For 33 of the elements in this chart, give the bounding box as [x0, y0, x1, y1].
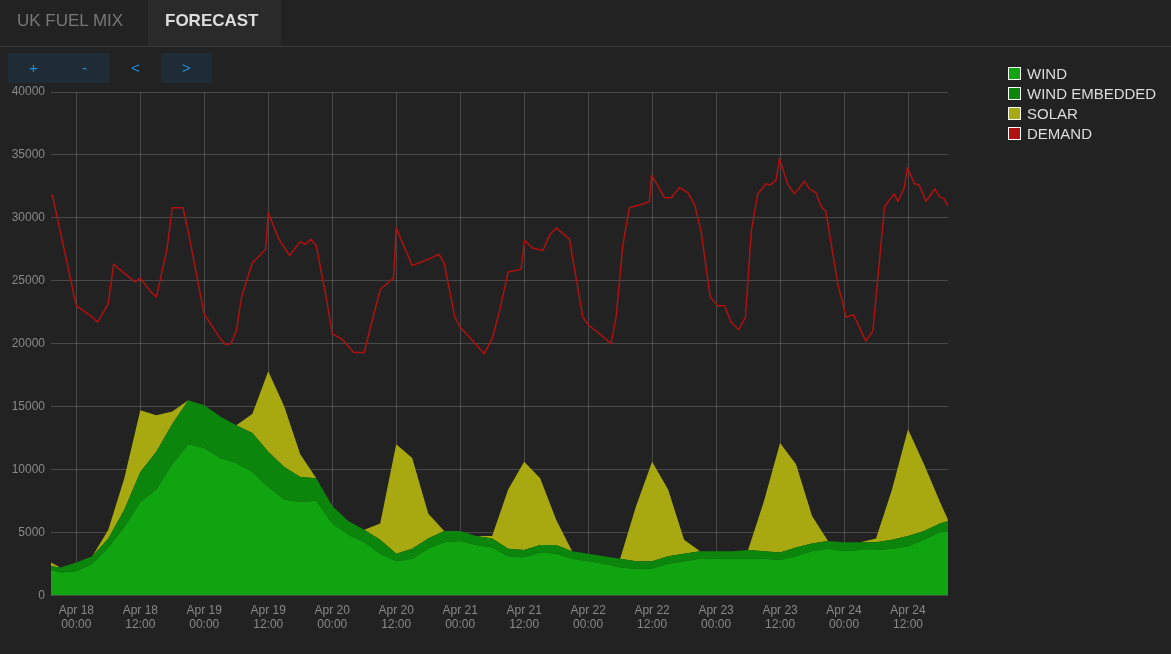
legend-label: WIND — [1027, 64, 1067, 82]
y-tick-label: 40000 — [11, 84, 46, 99]
legend-label: DEMAND — [1027, 124, 1093, 142]
x-tick-label: Apr 18 12:00 — [122, 602, 159, 632]
x-tick-label: Apr 21 00:00 — [442, 602, 479, 632]
y-tick-label: 5000 — [18, 524, 46, 539]
y-tick-label: 30000 — [11, 210, 46, 225]
x-tick-label: Apr 23 12:00 — [762, 602, 799, 632]
legend-label: WIND EMBEDDED — [1027, 84, 1157, 102]
x-tick-label: Apr 18 00:00 — [58, 602, 95, 632]
text: + — [8, 53, 59, 83]
y-tick-label: 35000 — [11, 147, 46, 162]
text: UK FUEL MIX — [16, 10, 125, 32]
y-tick-label: 25000 — [11, 273, 46, 288]
text: < — [130, 58, 141, 78]
x-tick-label: Apr 20 00:00 — [314, 602, 351, 632]
x-tick-label: Apr 19 00:00 — [186, 602, 223, 632]
y-tick-label: 15000 — [11, 398, 46, 413]
x-tick-label: Apr 22 00:00 — [570, 602, 607, 632]
x-tick-label: Apr 23 00:00 — [698, 602, 735, 632]
x-tick-label: Apr 20 12:00 — [378, 602, 415, 632]
legend-label: SOLAR — [1027, 104, 1078, 122]
y-tick-label: 0 — [38, 587, 46, 602]
x-tick-label: Apr 21 12:00 — [506, 602, 543, 632]
x-tick-label: Apr 24 00:00 — [826, 602, 863, 632]
text: > — [161, 53, 212, 83]
text: - — [59, 53, 110, 83]
y-tick-label: 10000 — [11, 461, 46, 476]
x-tick-label: Apr 19 12:00 — [250, 602, 287, 632]
x-tick-label: Apr 24 12:00 — [890, 602, 927, 632]
x-tick-label: Apr 22 12:00 — [634, 602, 671, 632]
y-tick-label: 20000 — [11, 335, 46, 350]
text: FORECAST — [148, 0, 281, 46]
